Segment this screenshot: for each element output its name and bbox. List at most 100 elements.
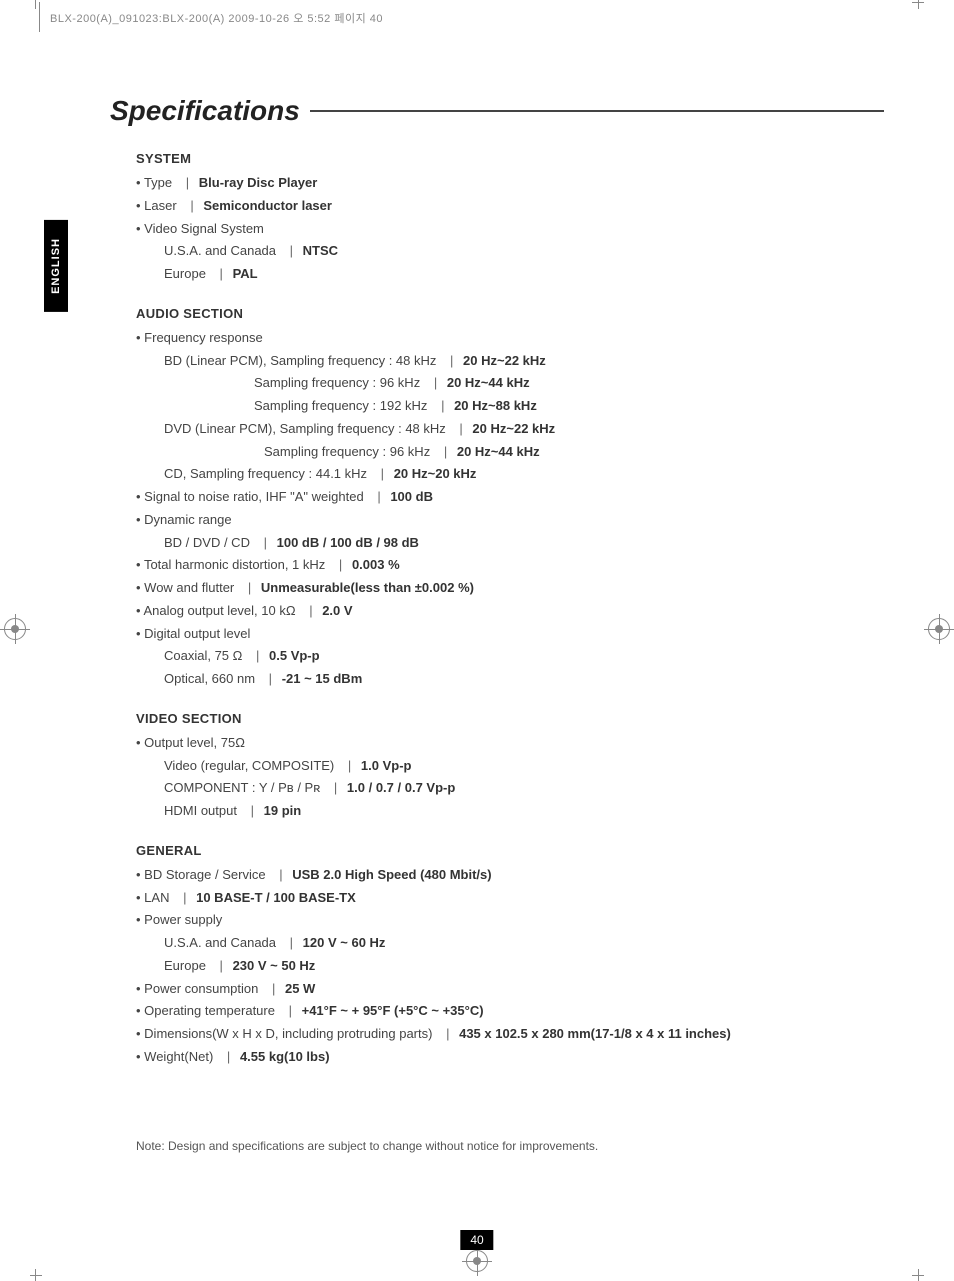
spec-freq: Frequency response [136, 327, 884, 350]
spec-cd: CD, Sampling frequency : 44.1 kHz | 20 H… [136, 463, 884, 486]
label: DVD (Linear PCM), Sampling frequency : 4… [164, 421, 446, 436]
label: BD Storage / Service [144, 867, 265, 882]
label: Weight(Net) [144, 1049, 213, 1064]
label: Video (regular, COMPOSITE) [164, 758, 334, 773]
sep: | [280, 935, 299, 950]
label: Signal to noise ratio, IHF "A" weighted [144, 489, 364, 504]
crop-mark-tl [10, 2, 40, 32]
spec-dyn: Dynamic range [136, 509, 884, 532]
label: Wow and flutter [144, 580, 234, 595]
print-header: BLX-200(A)_091023:BLX-200(A) 2009-10-26 … [50, 10, 383, 26]
value: 20 Hz~22 kHz [472, 421, 555, 436]
sep: | [238, 580, 257, 595]
spec-dvd96: Sampling frequency : 96 kHz | 20 Hz~44 k… [136, 441, 884, 464]
spec-bd-storage: BD Storage / Service | USB 2.0 High Spee… [136, 864, 884, 887]
label: BD / DVD / CD [164, 535, 250, 550]
spec-ps: Power supply [136, 909, 884, 932]
crop-mark-bl [10, 1246, 40, 1276]
sep: | [299, 603, 318, 618]
sep: | [436, 1026, 455, 1041]
spec-dim: Dimensions(W x H x D, including protrudi… [136, 1023, 884, 1046]
heading-audio: AUDIO SECTION [136, 306, 884, 321]
label: Coaxial, 75 Ω [164, 648, 242, 663]
heading-video: VIDEO SECTION [136, 711, 884, 726]
spec-dvd48: DVD (Linear PCM), Sampling frequency : 4… [136, 418, 884, 441]
spec-type: Type | Blu-ray Disc Player [136, 172, 884, 195]
spec-bd96: Sampling frequency : 96 kHz | 20 Hz~44 k… [136, 372, 884, 395]
label: U.S.A. and Canada [164, 243, 276, 258]
value: PAL [233, 266, 258, 281]
sep: | [246, 648, 265, 663]
registration-mark-right [928, 618, 950, 640]
spec-coax: Coaxial, 75 Ω | 0.5 Vp-p [136, 645, 884, 668]
label: Analog output level, 10 kΩ [143, 603, 295, 618]
value: 20 Hz~88 kHz [454, 398, 537, 413]
label: Type [144, 175, 172, 190]
spec-out: Output level, 75Ω [136, 732, 884, 755]
value: 20 Hz~44 kHz [457, 444, 540, 459]
spec-hdmi: HDMI output | 19 pin [136, 800, 884, 823]
label: Video Signal System [144, 221, 264, 236]
sep: | [180, 198, 199, 213]
value: 25 W [285, 981, 315, 996]
spec-dyn-sub: BD / DVD / CD | 100 dB / 100 dB / 98 dB [136, 532, 884, 555]
spec-vss-eu: Europe | PAL [136, 263, 884, 286]
sep: | [371, 466, 390, 481]
spec-pc: Power consumption | 25 W [136, 978, 884, 1001]
label: U.S.A. and Canada [164, 935, 276, 950]
value: NTSC [303, 243, 338, 258]
label: BD (Linear PCM), Sampling frequency : 48… [164, 353, 436, 368]
title-rule [310, 110, 884, 112]
label: COMPONENT : Y / Pʙ / Pʀ [164, 780, 320, 795]
spec-temp: Operating temperature | +41°F ~ + 95°F (… [136, 1000, 884, 1023]
spec-digital: Digital output level [136, 623, 884, 646]
value: -21 ~ 15 dBm [282, 671, 363, 686]
value: Unmeasurable(less than ±0.002 %) [261, 580, 474, 595]
value: 1.0 Vp-p [361, 758, 412, 773]
registration-mark-bottom [466, 1250, 488, 1272]
sep: | [440, 353, 459, 368]
label: Europe [164, 958, 206, 973]
spec-vss: Video Signal System [136, 218, 884, 241]
label: Frequency response [144, 330, 263, 345]
value: 4.55 kg(10 lbs) [240, 1049, 330, 1064]
footnote: Note: Design and specifications are subj… [136, 1139, 884, 1153]
label: Dimensions(W x H x D, including protrudi… [144, 1026, 432, 1041]
spec-ps-eu: Europe | 230 V ~ 50 Hz [136, 955, 884, 978]
sep: | [176, 175, 195, 190]
title-row: Specifications [110, 95, 884, 127]
value: USB 2.0 High Speed (480 Mbit/s) [292, 867, 491, 882]
label: Sampling frequency : 96 kHz [254, 375, 420, 390]
value: 20 Hz~22 kHz [463, 353, 546, 368]
sep: | [269, 867, 288, 882]
spec-bd48: BD (Linear PCM), Sampling frequency : 48… [136, 350, 884, 373]
label: Total harmonic distortion, 1 kHz [144, 557, 325, 572]
sep: | [254, 535, 273, 550]
language-tab: ENGLISH [44, 220, 68, 312]
sep: | [217, 1049, 236, 1064]
sep: | [210, 958, 229, 973]
page: ENGLISH Specifications SYSTEM Type | Blu… [50, 45, 894, 1218]
spec-composite: Video (regular, COMPOSITE) | 1.0 Vp-p [136, 755, 884, 778]
heading-general: GENERAL [136, 843, 884, 858]
label: Sampling frequency : 96 kHz [264, 444, 430, 459]
spec-wt: Weight(Net) | 4.55 kg(10 lbs) [136, 1046, 884, 1069]
sep: | [431, 398, 450, 413]
value: 19 pin [264, 803, 302, 818]
value: 100 dB [390, 489, 433, 504]
spec-bd192: Sampling frequency : 192 kHz | 20 Hz~88 … [136, 395, 884, 418]
page-number: 40 [460, 1230, 493, 1250]
value: 0.003 % [352, 557, 400, 572]
sep: | [280, 243, 299, 258]
sep: | [262, 981, 281, 996]
heading-system: SYSTEM [136, 151, 884, 166]
label: HDMI output [164, 803, 237, 818]
label: Dynamic range [144, 512, 231, 527]
value: 100 dB / 100 dB / 98 dB [277, 535, 419, 550]
spec-ps-usa: U.S.A. and Canada | 120 V ~ 60 Hz [136, 932, 884, 955]
label: Digital output level [144, 626, 250, 641]
label: Sampling frequency : 192 kHz [254, 398, 427, 413]
label: CD, Sampling frequency : 44.1 kHz [164, 466, 367, 481]
sep: | [338, 758, 357, 773]
spec-analog: Analog output level, 10 kΩ | 2.0 V [136, 600, 884, 623]
